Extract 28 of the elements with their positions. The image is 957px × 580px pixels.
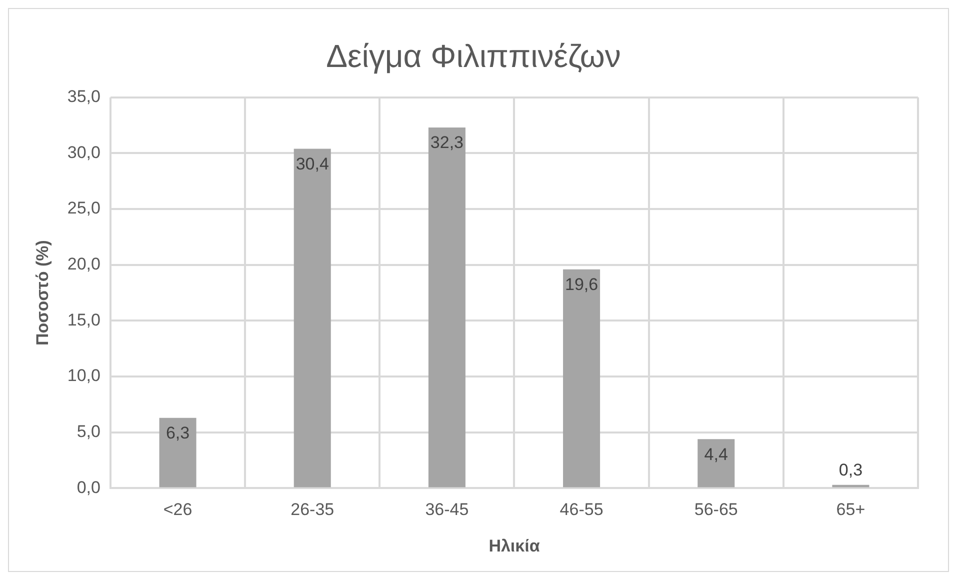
x-tick-label: 36-45 [425, 500, 469, 520]
x-axis-title: Ηλικία [488, 536, 540, 556]
bar [428, 128, 466, 488]
x-tick-label: 26-35 [290, 500, 334, 520]
y-tick-label: 10,0 [67, 366, 100, 386]
x-tick-label: 56-65 [694, 500, 738, 520]
data-label: 4,4 [704, 444, 728, 464]
x-tick-label: 65+ [836, 500, 866, 520]
bar [159, 418, 196, 488]
y-tick-label: 25,0 [67, 198, 100, 218]
y-tick-label: 15,0 [67, 310, 100, 330]
chart-title: Δείγμα Φιλιππινέζων [326, 38, 621, 74]
y-tick-label: 35,0 [67, 87, 100, 106]
data-label: 0,3 [838, 460, 863, 480]
data-label: 30,4 [296, 154, 329, 174]
y-tick-label: 5,0 [76, 422, 100, 442]
bar [698, 439, 735, 488]
y-tick-label: 20,0 [67, 254, 100, 274]
y-tick-label: 0,0 [76, 478, 100, 497]
x-tick-label: <26 [163, 500, 192, 520]
bar [294, 148, 331, 488]
x-tick-label: 46-55 [560, 500, 604, 520]
bar [563, 269, 600, 488]
data-label: 6,3 [166, 424, 190, 443]
y-tick-label: 30,0 [67, 142, 100, 162]
data-label: 32,3 [430, 133, 464, 152]
data-label: 19,6 [564, 275, 598, 294]
y-axis-title: Ποσοστό (%) [32, 240, 52, 346]
